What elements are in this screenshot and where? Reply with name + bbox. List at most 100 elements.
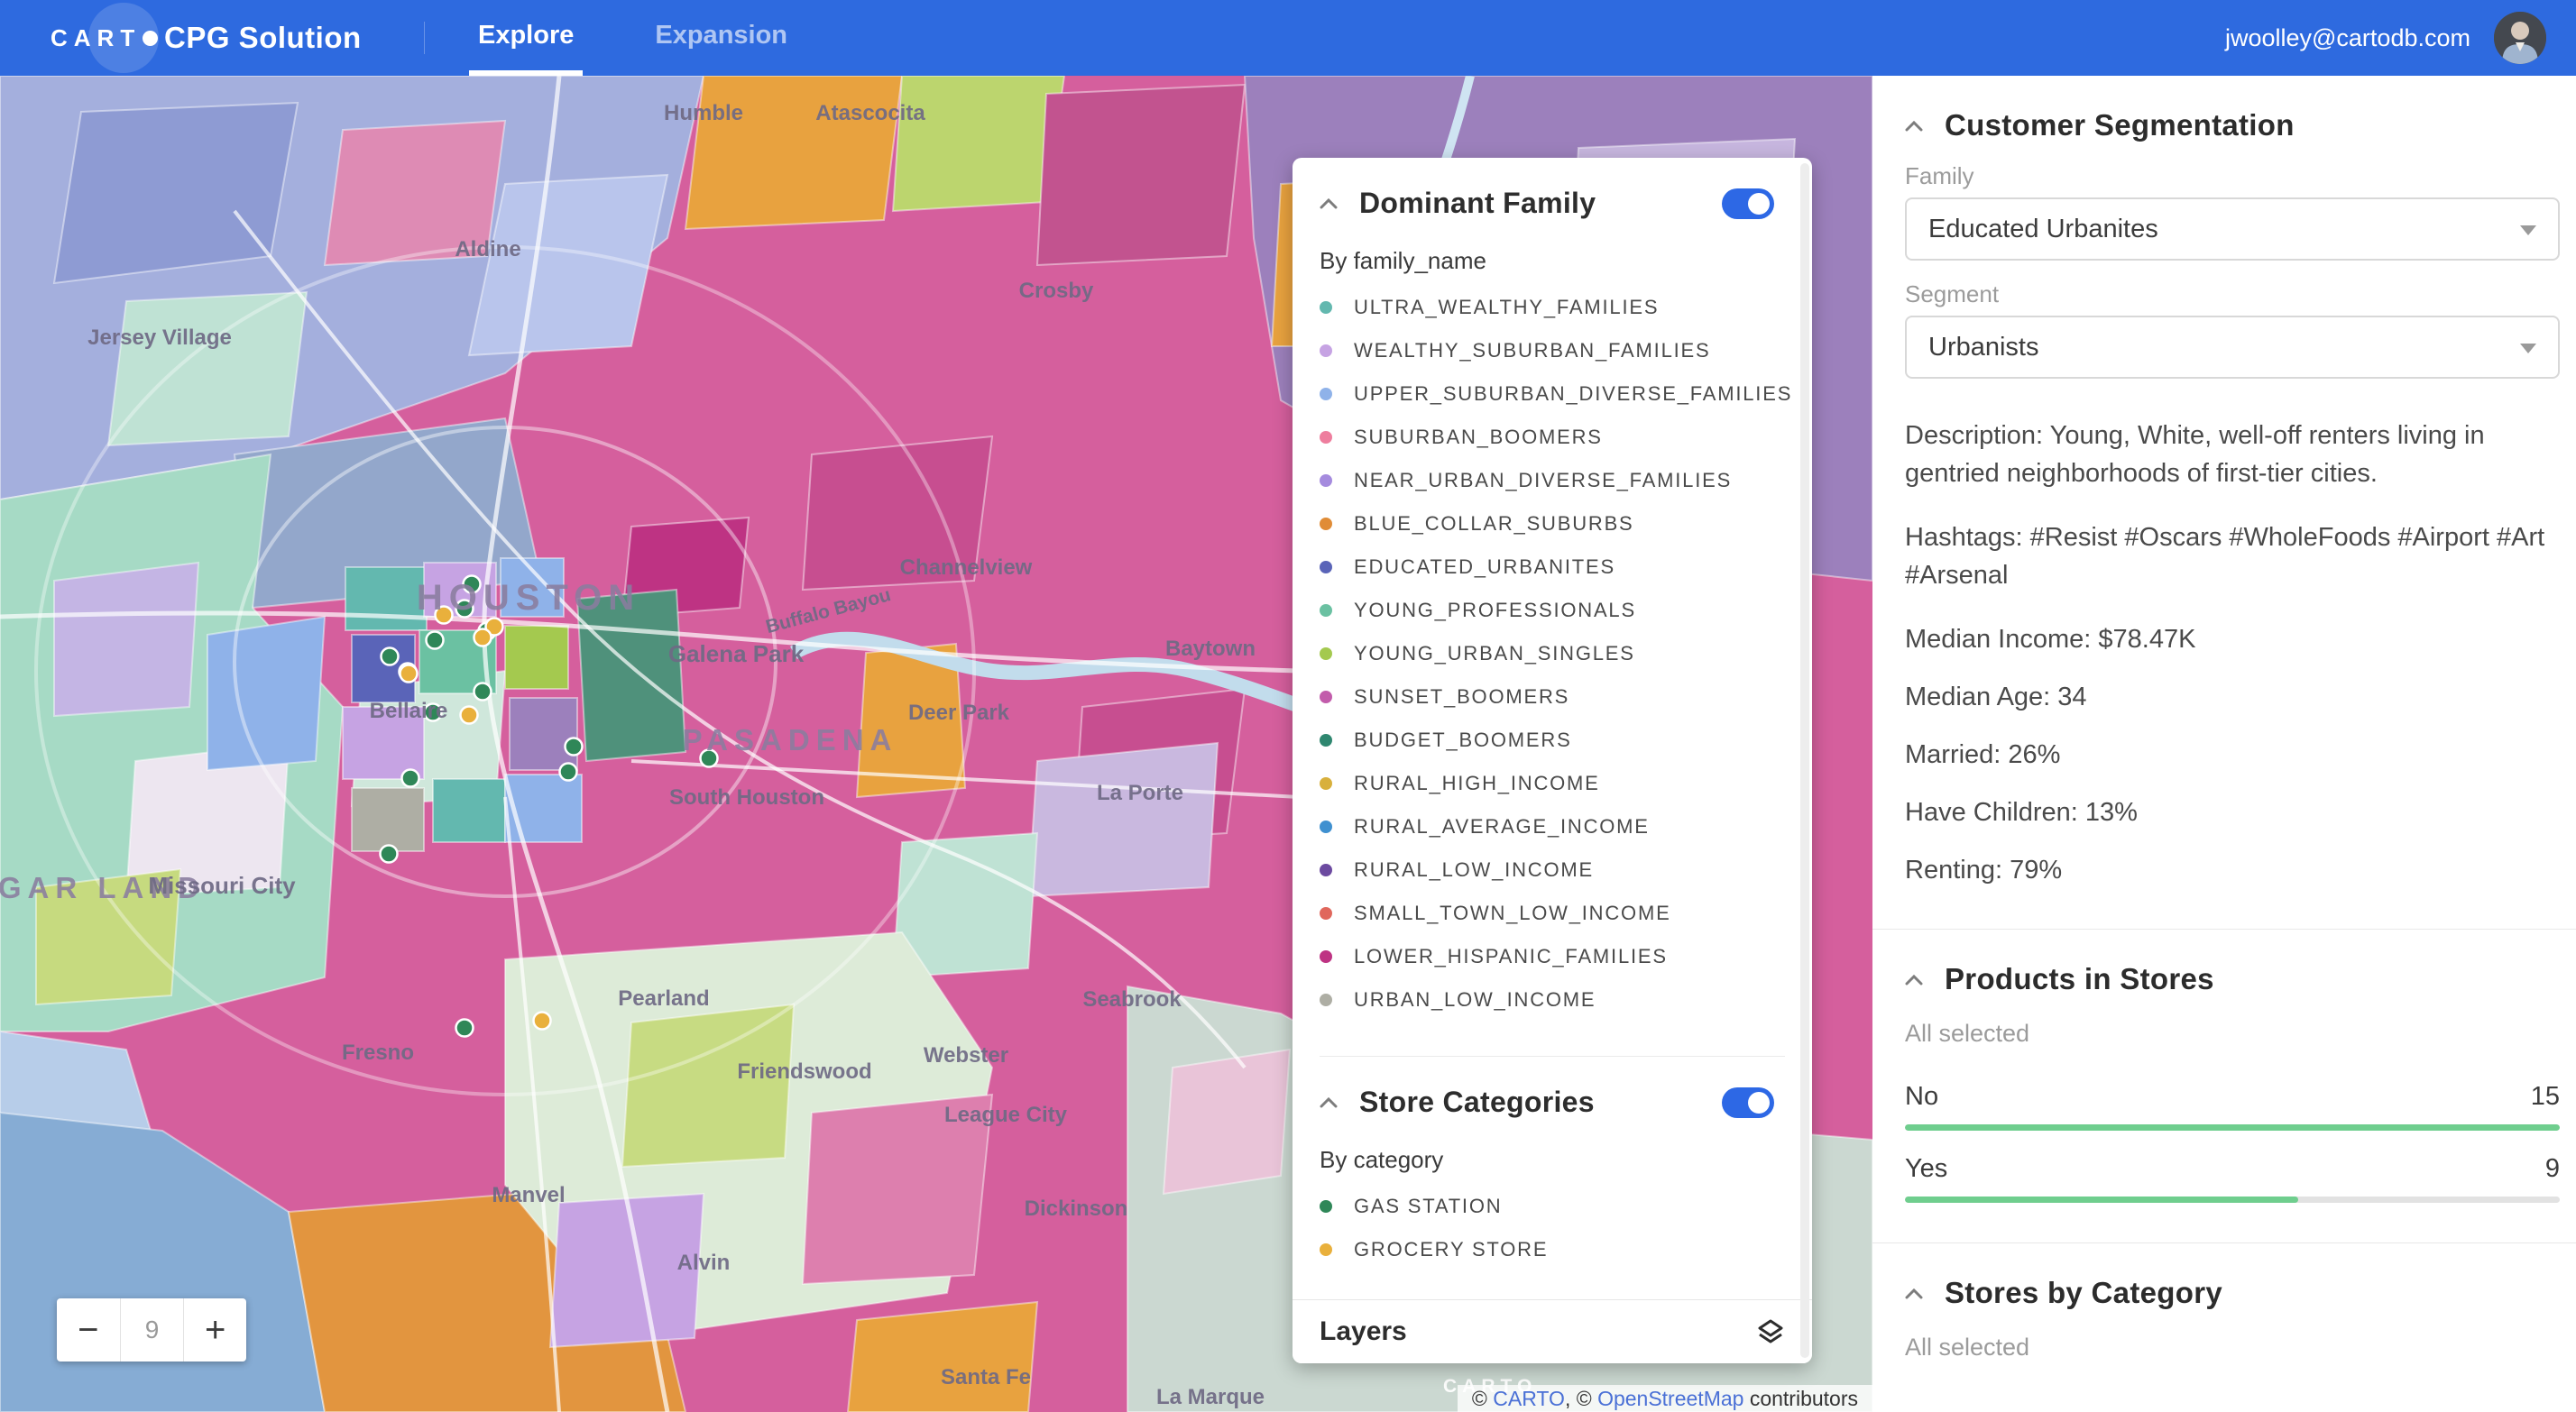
legend-item[interactable]: RURAL_HIGH_INCOME [1320,762,1785,805]
tab-expansion[interactable]: Expansion [646,0,796,76]
bar-row[interactable]: Yes 9 [1905,1154,2560,1203]
stores-by-category-header[interactable]: Stores by Category [1905,1276,2560,1310]
legend-item[interactable]: RURAL_LOW_INCOME [1320,848,1785,892]
bar-category-label: No [1905,1082,1939,1111]
zoom-out-button[interactable]: − [57,1298,120,1362]
chevron-up-icon[interactable] [1905,120,1923,132]
store-point-gas[interactable] [380,646,400,666]
user-email[interactable]: jwoolley@cartodb.com [2224,23,2470,51]
store-point-grocery[interactable] [399,664,419,683]
legend-item[interactable]: SUNSET_BOOMERS [1320,675,1785,719]
customer-segmentation-header[interactable]: Customer Segmentation [1905,108,2560,142]
user-avatar[interactable] [2494,12,2546,64]
legend-item[interactable]: ULTRA_WEALTHY_FAMILIES [1320,286,1785,329]
segment-description: Description: Young, White, well-off rent… [1905,421,2485,488]
layers-footer[interactable]: Layers [1293,1299,1812,1363]
legend-item[interactable]: RURAL_AVERAGE_INCOME [1320,805,1785,848]
attribution-text: © [1471,1386,1494,1410]
carto-logo[interactable]: CART [51,0,159,76]
section-divider [1872,929,2576,930]
store-point-gas[interactable] [455,599,474,619]
chevron-up-icon[interactable] [1905,1288,1923,1299]
nav-tabs: Explore Expansion [469,0,860,76]
legend-item[interactable]: NEAR_URBAN_DIVERSE_FAMILIES [1320,459,1785,502]
tab-explore[interactable]: Explore [469,0,584,76]
store-point-gas[interactable] [462,574,482,594]
store-point-gas[interactable] [423,702,443,722]
legend-item[interactable]: SMALL_TOWN_LOW_INCOME [1320,892,1785,935]
chevron-up-icon[interactable] [1320,1096,1338,1108]
legend-label: URBAN_LOW_INCOME [1354,988,1596,1011]
attribution-text: , © [1564,1386,1598,1410]
store-point-gas[interactable] [379,844,399,864]
navbar: CART CPG Solution Explore Expansion jwool… [0,0,2576,76]
legend-item[interactable]: GAS STATION [1320,1185,1785,1228]
legend-color-dot [1320,431,1332,444]
legend-item[interactable]: LOWER_HISPANIC_FAMILIES [1320,935,1785,978]
chevron-up-icon[interactable] [1320,197,1338,209]
legend-label: SMALL_TOWN_LOW_INCOME [1354,902,1671,924]
store-point-gas[interactable] [473,682,492,701]
bar-value: 15 [2530,1082,2560,1111]
store-point-grocery[interactable] [459,705,479,725]
map-place-label: La Marque [1156,1385,1265,1409]
legend-label: GROCERY STORE [1354,1238,1549,1261]
navbar-divider [424,22,425,54]
map-place-label: Pearland [618,986,709,1011]
store-points [379,574,719,1038]
store-point-gas[interactable] [558,762,578,782]
products-in-stores-header[interactable]: Products in Stores [1905,962,2560,996]
legend-item[interactable]: BUDGET_BOOMERS [1320,719,1785,762]
legend-item[interactable]: URBAN_LOW_INCOME [1320,978,1785,1022]
store-point-grocery[interactable] [434,605,454,625]
segment-stats: Median Income: $78.47K Median Age: 34 Marr… [1905,620,2560,889]
toggle-knob [1748,1091,1770,1114]
legend-item[interactable]: BLUE_COLLAR_SUBURBS [1320,502,1785,546]
chevron-up-icon[interactable] [1905,974,1923,986]
layers-label: Layers [1320,1316,1407,1346]
legend-color-dot [1320,734,1332,747]
map-place-label: Deer Park [908,701,1010,725]
panel-scrollbar[interactable] [1800,163,1809,1358]
legend-label: RURAL_HIGH_INCOME [1354,772,1600,794]
stat-line: Have Children: 13% [1905,798,2138,827]
map-place-label: Fresno [342,1041,414,1065]
layer-visibility-toggle[interactable] [1722,188,1774,219]
legend-label: BLUE_COLLAR_SUBURBS [1354,512,1634,535]
store-point-grocery[interactable] [532,1011,552,1031]
map-place-label: Webster [924,1043,1008,1068]
store-point-gas[interactable] [400,768,420,788]
legend-item[interactable]: WEALTHY_SUBURBAN_FAMILIES [1320,329,1785,372]
legend-item[interactable]: GROCERY STORE [1320,1228,1785,1271]
legend-label: RURAL_LOW_INCOME [1354,858,1594,881]
map-place-label: Friendswood [737,1059,871,1084]
legend-item[interactable]: EDUCATED_URBANITES [1320,546,1785,589]
legend-item[interactable]: YOUNG_URBAN_SINGLES [1320,632,1785,675]
bar-row[interactable]: No 15 [1905,1082,2560,1131]
store-point-gas[interactable] [455,1018,474,1038]
segment-select-value: Urbanists [1928,332,2039,362]
legend-item[interactable]: UPPER_SUBURBAN_DIVERSE_FAMILIES [1320,372,1790,416]
layer-visibility-toggle[interactable] [1722,1087,1774,1118]
section-divider [1872,1242,2576,1243]
segment-select[interactable]: Urbanists [1905,316,2560,379]
legend-color-dot [1320,561,1332,573]
products-bar-chart: No 15 Yes 9 [1905,1082,2560,1203]
store-point-gas[interactable] [564,737,584,756]
store-point-grocery[interactable] [473,628,492,647]
map-place-label: Alvin [677,1251,731,1275]
app-title: CPG Solution [164,21,362,54]
carto-attribution-link[interactable]: CARTO [1493,1386,1565,1410]
osm-attribution-link[interactable]: OpenStreetMap [1597,1386,1744,1410]
store-point-gas[interactable] [425,630,445,650]
family-select[interactable]: Educated Urbanites [1905,197,2560,261]
store-point-grocery[interactable] [484,617,504,637]
bar-value: 9 [2544,1154,2560,1183]
map-place-label: Seabrook [1082,987,1182,1012]
legend-item[interactable]: SUBURBAN_BOOMERS [1320,416,1785,459]
legend-item[interactable]: YOUNG_PROFESSIONALS [1320,589,1785,632]
legend-label: EDUCATED_URBANITES [1354,555,1615,578]
store-point-gas[interactable] [699,748,719,768]
stat-line: Renting: 79% [1905,856,2063,885]
zoom-in-button[interactable]: + [183,1298,246,1362]
